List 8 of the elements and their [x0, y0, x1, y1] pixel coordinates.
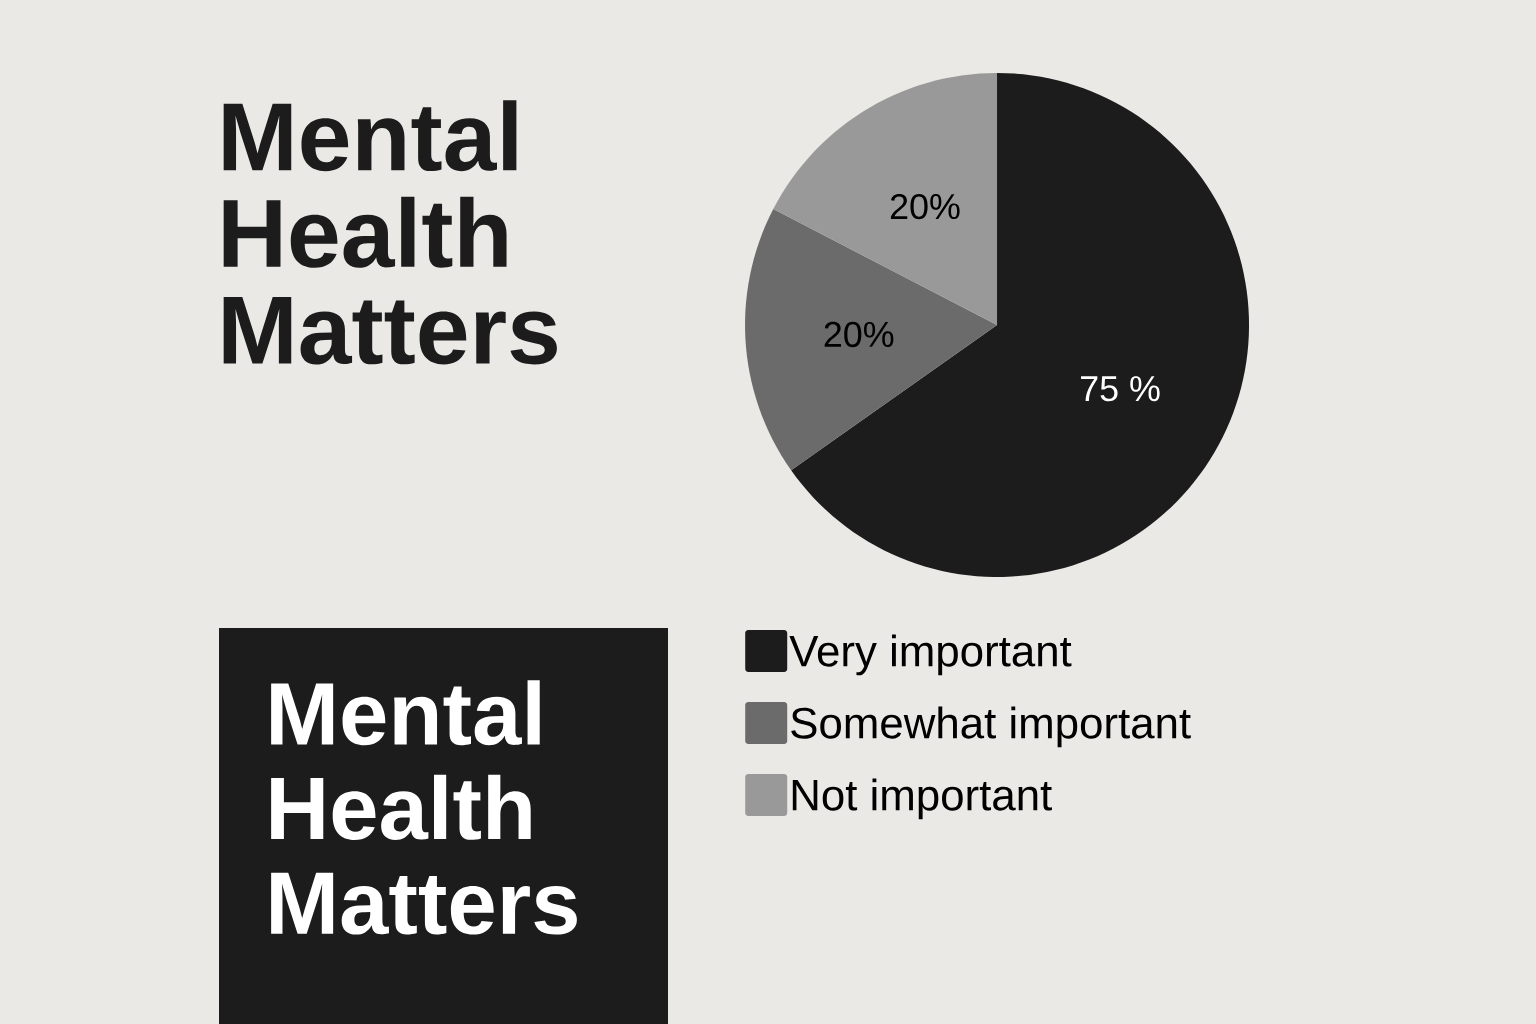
- text: Mental Health Matters: [223, 100, 557, 365]
- data-label: 20%: [890, 193, 960, 220]
- legend-label: Very important: [789, 634, 1072, 676]
- data-label: 75 %: [1081, 376, 1160, 402]
- legend-label: Not important: [792, 778, 1052, 820]
- text: Mental Health Matters: [271, 680, 577, 935]
- legend-label: Somewhat important: [791, 706, 1191, 748]
- data-label: 20%: [824, 321, 894, 348]
